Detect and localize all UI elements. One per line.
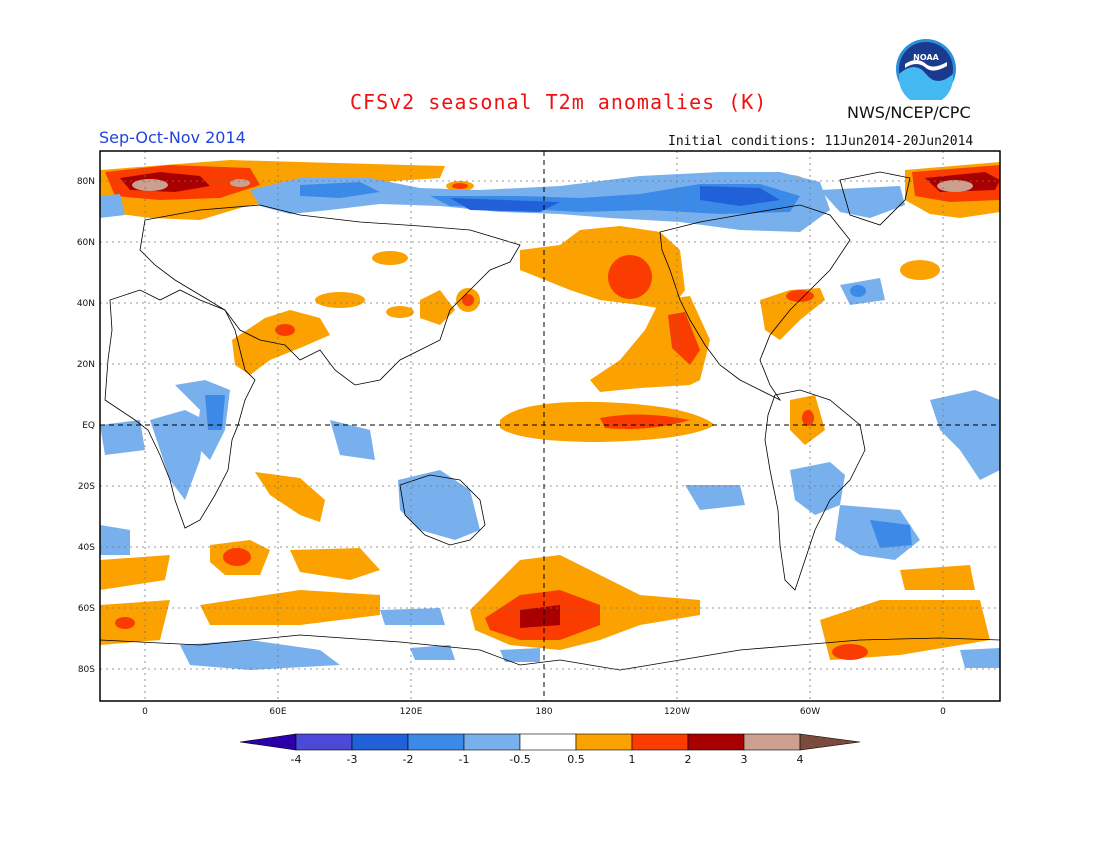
colorbar-label: -0.5 — [509, 753, 530, 766]
colorbar: -4 -3 -2 -1 -0.5 0.5 1 2 3 4 — [239, 733, 861, 766]
lat-label: 80S — [78, 665, 95, 675]
map-frame — [99, 150, 1001, 702]
gridlines — [100, 151, 1000, 701]
coastline-australia — [399, 474, 486, 546]
lat-label: EQ — [82, 421, 95, 431]
colorbar-label: 2 — [685, 753, 692, 766]
colorbar-swatch — [463, 733, 521, 751]
arctic-cool-anomaly — [100, 172, 905, 232]
reference-lines — [100, 151, 1000, 701]
lat-label: 40S — [78, 543, 95, 553]
lon-label: 60W — [800, 707, 820, 717]
colorbar-label: 4 — [797, 753, 804, 766]
colorbar-label: -1 — [459, 753, 470, 766]
coastline-antarctica — [100, 634, 1000, 671]
colorbar-label: -4 — [291, 753, 302, 766]
lon-label: 120W — [664, 707, 690, 717]
initial-conditions-label: Initial conditions: 11Jun2014-20Jun2014 — [668, 134, 974, 149]
colorbar-swatch — [631, 733, 689, 751]
coastline-eurasia — [139, 204, 521, 386]
lon-label: 120E — [400, 707, 423, 717]
colorbar-swatch — [687, 733, 745, 751]
colorbar-left-arrow — [239, 733, 297, 751]
coastlines — [100, 171, 1000, 671]
longitude-labels: 0 60E 120E 180 120W 60W 0 — [142, 707, 946, 717]
colorbar-label: 0.5 — [567, 753, 585, 766]
lat-label: 60N — [77, 238, 95, 248]
colorbar-label: 3 — [741, 753, 748, 766]
agency-label: NWS/NCEP/CPC — [847, 103, 971, 122]
lon-label: 60E — [269, 707, 286, 717]
lat-label: 60S — [78, 604, 95, 614]
northeast-pacific-warm-anomaly — [590, 296, 710, 392]
lat-label: 80N — [77, 177, 95, 187]
colorbar-label: -2 — [403, 753, 414, 766]
japan-warm-anomaly — [420, 288, 480, 325]
chart-title: CFSv2 seasonal T2m anomalies (K) — [350, 90, 768, 114]
south-indian-warm-anomaly — [100, 472, 380, 590]
middle-east-warm-anomaly — [232, 251, 414, 375]
lon-label: 0 — [142, 707, 148, 717]
anomaly-field — [100, 160, 1000, 670]
lon-label: 0 — [940, 707, 946, 717]
coastline-greenland — [839, 171, 911, 226]
colorbar-swatch — [351, 733, 409, 751]
coastline-south-america — [764, 389, 866, 591]
colorbar-label: 1 — [629, 753, 636, 766]
colorbar-label: -3 — [347, 753, 358, 766]
coastline-north-america — [659, 204, 851, 402]
arctic-warm-anomaly — [100, 160, 1000, 220]
south-america-warm-anomaly — [790, 395, 825, 445]
colorbar-swatch — [407, 733, 465, 751]
coastline-africa-europe — [104, 289, 256, 529]
colorbar-right-arrow — [799, 733, 861, 751]
lon-label: 180 — [535, 707, 552, 717]
colorbar-swatch — [295, 733, 353, 751]
season-label: Sep-Oct-Nov 2014 — [99, 128, 246, 147]
colorbar-swatch — [743, 733, 801, 751]
lat-label: 20S — [78, 482, 95, 492]
lat-label: 40N — [77, 299, 95, 309]
noaa-logo-text: NOAA — [913, 53, 939, 62]
latitude-labels: 80N 60N 40N 20N EQ 20S 40S 60S 80S — [77, 177, 95, 675]
southern-ocean-warm-anomaly — [100, 555, 990, 660]
noaa-logo: NOAA — [896, 39, 956, 100]
north-pacific-warm-anomaly — [520, 226, 685, 310]
cool-anomalies — [100, 278, 1000, 670]
lat-label: 20N — [77, 360, 95, 370]
colorbar-swatch — [519, 733, 577, 751]
colorbar-swatch — [575, 733, 633, 751]
